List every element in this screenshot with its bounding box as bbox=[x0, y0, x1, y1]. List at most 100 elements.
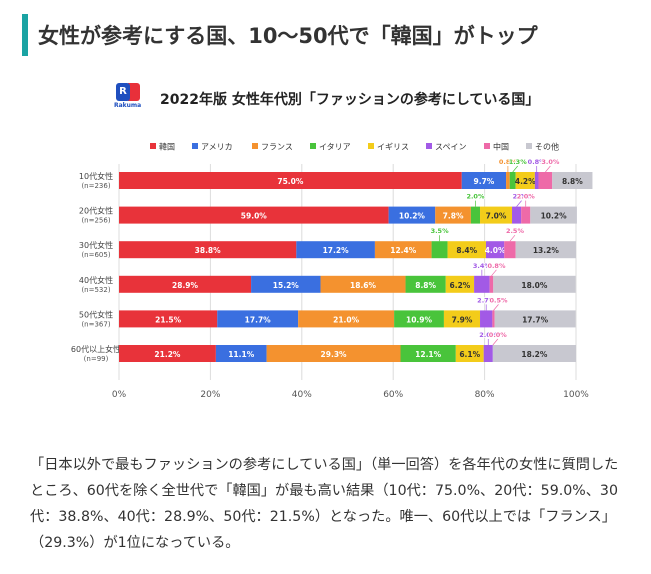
legend-swatch bbox=[484, 143, 490, 149]
category-label: 60代以上女性 bbox=[71, 344, 121, 354]
bar-segment bbox=[320, 275, 406, 293]
data-label: 12.1% bbox=[415, 350, 442, 359]
x-tick-label: 20% bbox=[200, 390, 220, 400]
callout-data-label: 0.0% bbox=[489, 331, 508, 339]
data-label: 38.8% bbox=[195, 246, 222, 255]
data-label: 10.9% bbox=[406, 315, 433, 324]
category-n-label: (n=236) bbox=[81, 182, 110, 190]
callout-leader bbox=[512, 165, 518, 173]
bar-segment bbox=[119, 345, 216, 362]
data-label: 7.8% bbox=[443, 212, 464, 221]
heading-accent-bar bbox=[22, 14, 28, 56]
legend-label: その他 bbox=[535, 142, 559, 152]
callout-data-label: 0.8% bbox=[487, 262, 506, 270]
bar-segment bbox=[492, 345, 576, 362]
logo-red-block bbox=[128, 83, 140, 101]
legend-label: イタリア bbox=[319, 143, 351, 152]
category-label: 50代女性 bbox=[79, 309, 113, 319]
legend-label: イギリス bbox=[377, 143, 409, 152]
bar-segment bbox=[119, 275, 252, 293]
legend-label: 韓国 bbox=[159, 142, 175, 152]
bar-segment bbox=[400, 345, 456, 362]
bar-segment bbox=[215, 345, 267, 362]
bar-segment bbox=[504, 241, 516, 259]
bar-segment bbox=[119, 206, 389, 224]
bar-segment bbox=[521, 206, 531, 224]
legend-swatch bbox=[252, 143, 258, 149]
x-tick-label: 80% bbox=[475, 390, 495, 400]
bar-segment bbox=[296, 241, 375, 259]
bar-segment bbox=[492, 310, 495, 328]
data-label: 8.4% bbox=[456, 246, 477, 255]
data-label: 6.2% bbox=[450, 281, 471, 290]
data-label: 59.0% bbox=[241, 212, 268, 221]
data-label: 18.6% bbox=[350, 281, 377, 290]
bar-segment bbox=[388, 206, 436, 224]
bar-segment bbox=[483, 345, 493, 362]
bar-segment bbox=[474, 275, 490, 293]
category-n-label: (n=256) bbox=[81, 217, 110, 225]
category-label: 40代女性 bbox=[79, 275, 113, 285]
data-label: 13.2% bbox=[533, 246, 560, 255]
data-label: 17.7% bbox=[522, 315, 549, 324]
x-tick-label: 100% bbox=[563, 390, 589, 400]
legend-label: フランス bbox=[261, 143, 293, 152]
callout-leader bbox=[493, 304, 499, 311]
bar-segment bbox=[461, 172, 507, 189]
bar-segment bbox=[435, 206, 471, 224]
data-label: 18.0% bbox=[521, 281, 548, 290]
callout-data-label: 2.5% bbox=[506, 227, 525, 235]
bar-segment bbox=[431, 241, 448, 259]
data-label: 11.1% bbox=[228, 350, 255, 359]
data-label: 4.2% bbox=[515, 177, 536, 186]
callout-data-label: 0.8% bbox=[499, 158, 518, 166]
callout-data-label: 2.0% bbox=[517, 193, 536, 201]
bar-segment bbox=[534, 172, 539, 189]
bar-segment bbox=[298, 310, 395, 328]
category-n-label: (n=605) bbox=[81, 251, 110, 259]
bar-segment bbox=[494, 310, 576, 328]
category-label: 30代女性 bbox=[79, 240, 113, 250]
legend-swatch bbox=[310, 143, 316, 149]
bar-segment bbox=[515, 172, 535, 189]
data-label: 8.8% bbox=[415, 281, 436, 290]
data-label: 21.2% bbox=[154, 350, 181, 359]
category-label: 10代女性 bbox=[79, 171, 113, 181]
bar-segment bbox=[493, 275, 576, 293]
legend-swatch bbox=[526, 143, 532, 149]
data-label: 17.2% bbox=[323, 246, 350, 255]
logo-mark: R bbox=[116, 83, 130, 101]
body-paragraph: 「日本以外で最もファッションの参考にしている国」（単一回答）を各年代の女性に質問… bbox=[30, 457, 619, 551]
bar-segment bbox=[374, 241, 432, 259]
data-label: 28.9% bbox=[172, 281, 199, 290]
callout-data-label: 2.7% bbox=[477, 296, 496, 304]
bar-segment bbox=[445, 275, 475, 293]
rakuma-logo: R Rakuma bbox=[114, 83, 146, 113]
callout-data-label: 3.0% bbox=[541, 158, 560, 166]
bar-segment bbox=[552, 172, 593, 189]
callout-data-label: 3.5% bbox=[431, 227, 450, 235]
data-label: 7.9% bbox=[452, 315, 473, 324]
x-tick-label: 60% bbox=[383, 390, 403, 400]
x-tick-label: 40% bbox=[292, 390, 312, 400]
bar-segment bbox=[489, 275, 494, 293]
data-label: 17.7% bbox=[245, 315, 272, 324]
bar-segment bbox=[443, 310, 481, 328]
bar-segment bbox=[455, 345, 484, 362]
heading-text: 女性が参考にする国、10〜50代で「韓国」がトップ bbox=[38, 24, 538, 48]
callout-leader bbox=[545, 165, 551, 173]
data-label: 10.2% bbox=[541, 212, 568, 221]
bar-segment bbox=[512, 206, 522, 224]
data-label: 8.8% bbox=[562, 177, 583, 186]
bar-segment bbox=[506, 172, 510, 189]
callout-data-label: 0.8% bbox=[528, 158, 547, 166]
bar-segment bbox=[485, 241, 505, 259]
bar-segment bbox=[538, 172, 553, 189]
data-label: 18.2% bbox=[521, 350, 548, 359]
bar-segment bbox=[530, 206, 577, 224]
bar-segment bbox=[480, 310, 493, 328]
data-label: 6.1% bbox=[459, 350, 480, 359]
bar-segment bbox=[480, 206, 513, 224]
category-n-label: (n=99) bbox=[84, 355, 109, 363]
legend-swatch bbox=[426, 143, 432, 149]
